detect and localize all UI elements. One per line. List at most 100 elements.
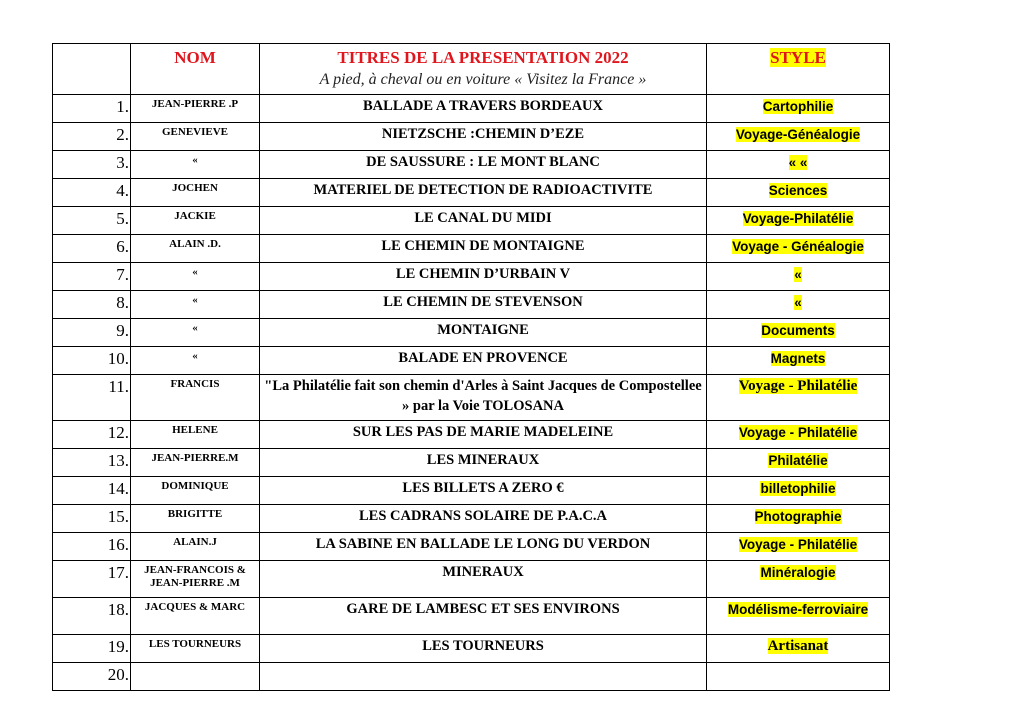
header-subtitle: A pied, à cheval ou en voiture « Visitez…	[319, 71, 647, 88]
table-row: 2. GENEVIEVE NIETZSCHE :CHEMIN D’EZE Voyage…	[52, 122, 890, 151]
presenter-name: DOMINIQUE	[130, 476, 260, 505]
presenter-name: «	[130, 262, 260, 291]
style-label: Photographie	[754, 509, 842, 524]
presentation-style: Voyage - Philatélie	[706, 532, 890, 561]
row-number: 1.	[52, 94, 131, 123]
presentation-title: NIETZSCHE :CHEMIN D’EZE	[259, 122, 707, 151]
table-row: 8. «LE CHEMIN DE STEVENSON «	[52, 290, 890, 319]
presentation-title: BALADE EN PROVENCE	[259, 346, 707, 375]
row-number: 14.	[52, 476, 131, 505]
table-row: 20.	[52, 662, 890, 691]
row-number: 13.	[52, 448, 131, 477]
presentation-title: "La Philatélie fait son chemin d'Arles à…	[259, 374, 707, 421]
table-row: 11. FRANCIS "La Philatélie fait son chemin…	[52, 374, 890, 421]
row-number: 18.	[52, 597, 131, 635]
presentation-style: Photographie	[706, 504, 890, 533]
presentation-style: Artisanat	[706, 634, 890, 663]
table-row: 10. «BALADE EN PROVENCE Magnets	[52, 346, 890, 375]
row-number: 6.	[52, 234, 131, 263]
table-row: 14. DOMINIQUE LES BILLETS A ZERO € billetop…	[52, 476, 890, 505]
style-label: Modélisme-ferroviaire	[727, 602, 869, 617]
presenter-name: JACQUES & MARC	[130, 597, 260, 635]
row-number: 7.	[52, 262, 131, 291]
table-row: 7. «LE CHEMIN D’URBAIN V «	[52, 262, 890, 291]
presentation-style	[706, 662, 890, 691]
row-number: 3.	[52, 150, 131, 179]
presentation-title: LE CHEMIN DE MONTAIGNE	[259, 234, 707, 263]
header-row: NOM TITRES DE LA PRESENTATION 2022 A pie…	[52, 43, 890, 95]
presenter-name: GENEVIEVE	[130, 122, 260, 151]
table-row: 16. ALAIN.J LA SABINE EN BALLADE LE LONG D…	[52, 532, 890, 561]
row-number: 11.	[52, 374, 131, 421]
row-number: 16.	[52, 532, 131, 561]
row-number: 4.	[52, 178, 131, 207]
presentation-style: Voyage-Généalogie	[706, 122, 890, 151]
row-number: 17.	[52, 560, 131, 598]
row-number: 19.	[52, 634, 131, 663]
row-number: 8.	[52, 290, 131, 319]
table-row: 3. «DE SAUSSURE : LE MONT BLANC « «	[52, 150, 890, 179]
presenter-name	[130, 662, 260, 691]
style-label: Voyage-Philatélie	[742, 211, 854, 226]
presentation-style: Sciences	[706, 178, 890, 207]
table-row: 17. JEAN-FRANCOIS & JEAN-PIERRE .M MINERAU…	[52, 560, 890, 598]
presentation-style: Philatélie	[706, 448, 890, 477]
presentation-title: LES TOURNEURS	[259, 634, 707, 663]
style-label: Voyage - Philatélie	[738, 378, 858, 394]
presentation-style: Cartophilie	[706, 94, 890, 123]
presentation-title: GARE DE LAMBESC ET SES ENVIRONS	[259, 597, 707, 635]
style-label: Artisanat	[767, 638, 829, 654]
table-row: 9. «MONTAIGNE Documents	[52, 318, 890, 347]
presentation-title: LE CHEMIN DE STEVENSON	[259, 290, 707, 319]
row-number: 2.	[52, 122, 131, 151]
presentation-style: «	[706, 290, 890, 319]
presenter-name: JEAN-FRANCOIS & JEAN-PIERRE .M	[130, 560, 260, 598]
row-number: 10.	[52, 346, 131, 375]
style-label: «	[794, 295, 802, 310]
row-number: 5.	[52, 206, 131, 235]
presentation-style: « «	[706, 150, 890, 179]
presenter-name: «	[130, 318, 260, 347]
header-nom: NOM	[130, 43, 260, 95]
presentation-style: Voyage - Généalogie	[706, 234, 890, 263]
presentation-title: MONTAIGNE	[259, 318, 707, 347]
presenter-name: LES TOURNEURS	[130, 634, 260, 663]
presenter-name: «	[130, 346, 260, 375]
presentation-title	[259, 662, 707, 691]
table-row: 4. JOCHEN MATERIEL DE DETECTION DE RADIOAC…	[52, 178, 890, 207]
style-label: Documents	[761, 323, 835, 338]
presentation-title: LA SABINE EN BALLADE LE LONG DU VERDON	[259, 532, 707, 561]
presenter-name: HELENE	[130, 420, 260, 449]
header-style-label: STYLE	[770, 48, 826, 67]
presentation-style: Modélisme-ferroviaire	[706, 597, 890, 635]
table-row: 6. ALAIN .D. LE CHEMIN DE MONTAIGNE Voyage …	[52, 234, 890, 263]
style-label: Magnets	[770, 351, 826, 366]
presenter-name: JEAN-PIERRE .P	[130, 94, 260, 123]
presenter-name: JOCHEN	[130, 178, 260, 207]
style-label: Voyage-Généalogie	[735, 127, 861, 142]
style-label: Philatélie	[768, 453, 828, 468]
table-row: 13. JEAN-PIERRE.M LES MINERAUX Philatélie	[52, 448, 890, 477]
header-style: STYLE	[706, 43, 890, 95]
presentation-title: MATERIEL DE DETECTION DE RADIOACTIVITE	[259, 178, 707, 207]
presentation-title: BALLADE A TRAVERS BORDEAUX	[259, 94, 707, 123]
presentation-title: LES BILLETS A ZERO €	[259, 476, 707, 505]
presenter-name: JACKIE	[130, 206, 260, 235]
style-label: «	[794, 267, 802, 282]
presentation-title: SUR LES PAS DE MARIE MADELEINE	[259, 420, 707, 449]
presentation-table: NOM TITRES DE LA PRESENTATION 2022 A pie…	[52, 43, 890, 691]
style-label: Voyage - Généalogie	[732, 239, 864, 254]
row-number: 15.	[52, 504, 131, 533]
presentation-title: LE CHEMIN D’URBAIN V	[259, 262, 707, 291]
style-label: Voyage - Philatélie	[738, 425, 858, 440]
style-label: « «	[788, 155, 808, 170]
presenter-name: FRANCIS	[130, 374, 260, 421]
table-row: 1. JEAN-PIERRE .P BALLADE A TRAVERS BORDEA…	[52, 94, 890, 123]
presentation-title: LES CADRANS SOLAIRE DE P.A.C.A	[259, 504, 707, 533]
header-titres-label: TITRES DE LA PRESENTATION 2022	[337, 48, 629, 67]
header-titres: TITRES DE LA PRESENTATION 2022 A pied, à…	[259, 43, 707, 95]
style-label: Minéralogie	[760, 565, 836, 580]
presentation-title: LE CANAL DU MIDI	[259, 206, 707, 235]
table-row: 12. HELENE SUR LES PAS DE MARIE MADELEINE V…	[52, 420, 890, 449]
style-label: Cartophilie	[762, 99, 834, 114]
